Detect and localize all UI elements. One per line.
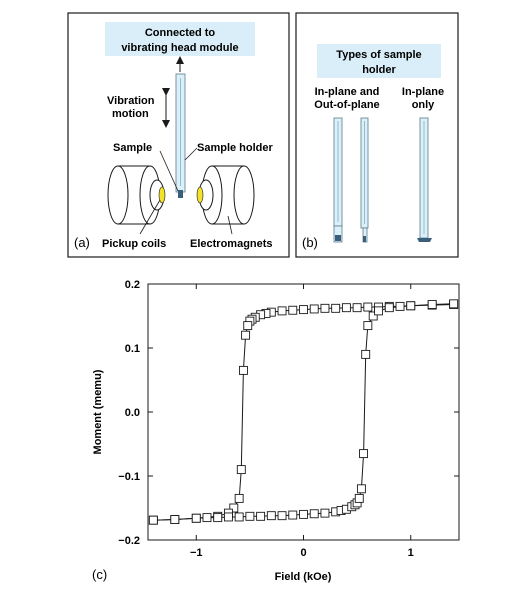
data-point [244,322,252,330]
panel-b-label: (b) [302,235,318,250]
data-point [149,516,157,524]
x-tick-label: 0 [300,547,306,559]
panel-b: Types of sample holder In-plane and Out-… [296,13,458,257]
data-point [310,510,318,518]
column-2-heading-line1: In-plane [402,86,444,98]
plot-frame [148,284,459,540]
data-point [171,516,179,524]
y-tick-label: 0.0 [125,407,140,419]
holder-in-plane-side [361,118,368,242]
data-point [364,322,372,330]
y-tick-label: −0.1 [118,471,140,483]
pickup-coils-label: Pickup coils [102,238,166,250]
data-point [450,300,458,308]
electromagnets-label: Electromagnets [190,238,273,250]
data-point [360,450,368,458]
holder-3-sample [417,238,432,242]
panel-c-label: (c) [92,567,107,582]
vibration-label-line1: Vibration [107,95,155,107]
data-point [332,304,340,312]
x-tick-label: −1 [190,547,203,559]
holder-out-of-plane [334,118,342,242]
data-point [257,512,265,520]
head-module-label-line1: Connected to [145,27,216,39]
vibration-label-line2: motion [112,108,149,120]
data-point [192,514,200,522]
y-tick-label: 0.1 [125,343,140,355]
data-point [310,305,318,313]
data-point [214,514,222,522]
data-point [224,513,232,521]
y-tick-label: −0.2 [118,535,140,547]
data-point [246,512,254,520]
data-point [242,331,250,339]
data-point [289,511,297,519]
data-point [342,304,350,312]
data-point [355,494,363,502]
data-point [375,307,383,315]
data-point [353,304,361,312]
data-point [428,300,436,308]
data-point [235,494,243,502]
holder-1-sample [335,235,341,241]
y-axis-label: Moment (memu) [92,369,104,454]
data-point [362,350,370,358]
data-point [300,306,308,314]
panel-a-label: (a) [74,235,90,250]
hysteresis-chart: −1 0 1 0.2 0.1 0.0 −0.1 −0.2 Field (kOe) Momen… [92,279,459,583]
x-tick-labels: −1 0 1 [190,547,414,559]
sample-label: Sample [113,142,152,154]
data-point [357,485,365,493]
data-point [289,306,297,314]
data-point [396,302,404,310]
data-point [300,510,308,518]
column-2-heading-line2: only [412,99,435,111]
hysteresis-curves [153,304,453,520]
right-pickup-coil [197,187,203,203]
data-point [321,509,329,517]
data-point [278,512,286,520]
head-module-label-line2: vibrating head module [121,42,238,54]
data-point [278,307,286,315]
holder-2-sample [363,236,366,242]
data-point [364,303,372,311]
data-point [237,466,245,474]
y-tick-label: 0.2 [125,279,140,291]
holder-types-title-line1: Types of sample [336,49,421,61]
axis-ticks [148,284,459,540]
panel-a: Connected to vibrating head module Vibra… [68,13,289,257]
column-1-heading-line2: Out-of-plane [314,99,379,111]
series-line-descending [153,305,453,521]
x-tick-label: 1 [408,547,414,559]
y-tick-labels: 0.2 0.1 0.0 −0.1 −0.2 [118,279,140,547]
series-line-ascending [153,304,453,520]
left-electromagnet [108,166,165,224]
data-markers [149,300,457,524]
data-point [407,302,415,310]
data-point [321,304,329,312]
right-electromagnet [197,166,254,224]
column-1-heading-line1: In-plane and [315,86,380,98]
sample-piece [178,190,183,198]
data-point [235,513,243,521]
data-point [267,512,275,520]
data-point [385,304,393,312]
data-point [239,366,247,374]
sample-holder-label: Sample holder [197,142,274,154]
x-axis-label: Field (kOe) [275,571,332,583]
data-point [203,514,211,522]
holder-types-title-line2: holder [362,64,396,76]
